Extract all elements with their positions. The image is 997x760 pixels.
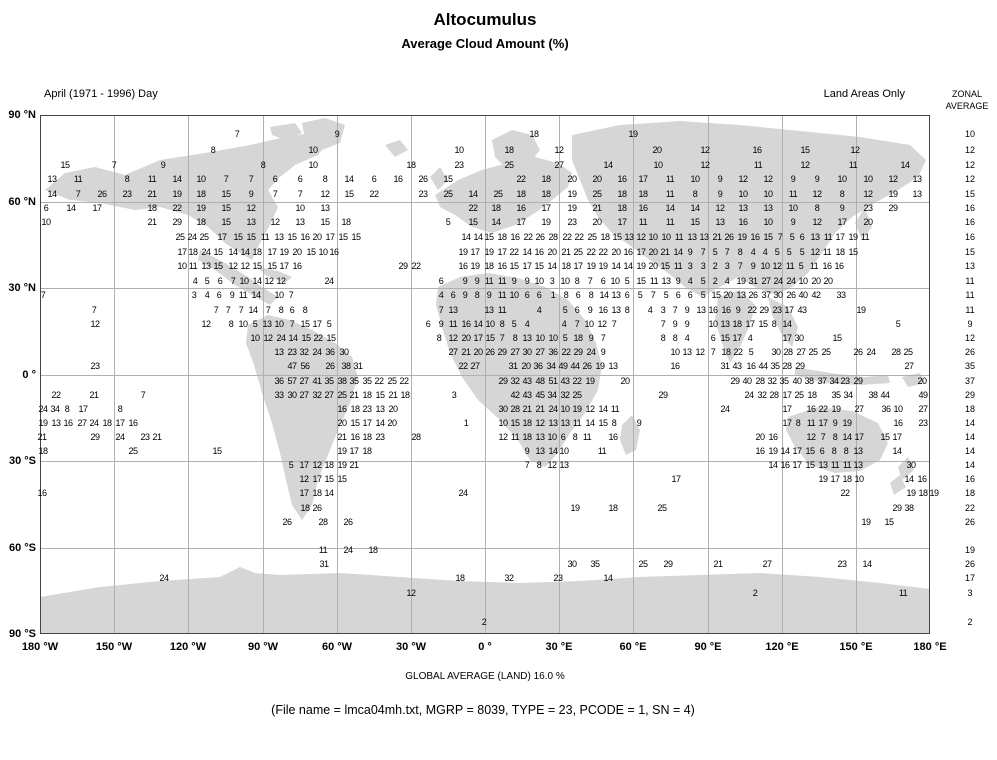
grid-value: 19 (929, 488, 939, 498)
zonal-average-value: 15 (964, 189, 976, 199)
land-mass (890, 475, 906, 495)
land-mass (902, 373, 925, 387)
zonal-average-value: 13 (964, 261, 976, 271)
zonal-average-value: 35 (964, 361, 976, 371)
lat-label: 30 °N (8, 282, 36, 294)
lon-label: 150 °W (95, 641, 133, 653)
zonal-average-value: 11 (965, 305, 975, 315)
zonal-average-value: 10 (964, 129, 976, 139)
land-mass (45, 133, 330, 260)
zonal-average-value: 16 (964, 217, 976, 227)
zonal-header-line1: ZONAL (951, 89, 982, 99)
zonal-average-value: 18 (964, 488, 976, 498)
period-label: April (1971 - 1996) Day (44, 88, 158, 100)
lon-label: 180 °W (21, 641, 59, 653)
zonal-average-value: 22 (964, 503, 976, 513)
zonal-average-value: 12 (964, 174, 976, 184)
land-mass (786, 407, 888, 473)
file-info-label: (File name = lmca04mh.txt, MGRP = 8039, … (271, 703, 695, 717)
zonal-average-value: 29 (964, 390, 976, 400)
area-label: Land Areas Only (823, 88, 905, 100)
zonal-average-value: 26 (964, 347, 976, 357)
zonal-average-value: 16 (964, 203, 976, 213)
zonal-average-value: 18 (964, 404, 976, 414)
land-mass (198, 250, 278, 305)
land-mass (246, 315, 358, 520)
zonal-average-value: 2 (967, 617, 973, 627)
zonal-average-value: 16 (964, 474, 976, 484)
zonal-average-value: 19 (964, 545, 976, 555)
lon-label: 30 °E (545, 641, 573, 653)
page-subtitle: Average Cloud Amount (%) (401, 36, 569, 51)
lat-label: 60 °S (8, 542, 36, 554)
zonal-average-value: 9 (967, 319, 973, 329)
lat-label: 0 ° (22, 369, 36, 381)
land-mass (302, 118, 345, 150)
world-map (40, 115, 930, 634)
land-mass (715, 290, 755, 363)
land-mass (430, 167, 448, 190)
lon-label: 120 °E (765, 641, 799, 653)
land-mass (898, 457, 914, 480)
land-mass (572, 121, 926, 297)
zonal-average-value: 12 (964, 145, 976, 155)
land-mass (855, 207, 872, 240)
global-average-label: GLOBAL AVERAGE (LAND) 16.0 % (405, 671, 565, 682)
lat-label: 90 °N (8, 109, 36, 121)
page-title: Altocumulus (433, 10, 537, 29)
zonal-average-value: 12 (964, 333, 976, 343)
zonal-average-value: 11 (965, 276, 975, 286)
zonal-header-line2: AVERAGE (945, 101, 989, 111)
zonal-average-value: 14 (964, 432, 976, 442)
zonal-average-value: 11 (965, 290, 975, 300)
zonal-average-value: 26 (964, 559, 976, 569)
zonal-average-value: 16 (964, 232, 976, 242)
zonal-average-header: ZONAL AVERAGE (938, 88, 996, 112)
zonal-average-value: 12 (964, 160, 976, 170)
land-mass (492, 130, 540, 170)
lat-label: 90 °S (8, 628, 36, 640)
lon-label: 90 °E (694, 641, 722, 653)
zonal-average-value: 14 (964, 460, 976, 470)
lon-label: 90 °W (247, 641, 279, 653)
zonal-average-value: 3 (967, 588, 973, 598)
lon-label: 150 °E (839, 641, 873, 653)
lon-label: 120 °W (169, 641, 207, 653)
lon-label: 30 °W (395, 641, 427, 653)
land-mass (620, 415, 640, 455)
lon-label: 60 °E (619, 641, 647, 653)
zonal-average-value: 37 (964, 376, 976, 386)
lon-label: 0 ° (478, 641, 492, 653)
land-mass (385, 140, 408, 157)
land-mass (436, 273, 602, 467)
land-mass (435, 157, 572, 233)
zonal-average-value: 14 (964, 446, 976, 456)
map-border (40, 115, 930, 634)
zonal-average-value: 15 (964, 247, 976, 257)
lat-label: 60 °N (8, 196, 36, 208)
lon-label: 60 °W (321, 641, 353, 653)
zonal-average-value: 17 (964, 573, 976, 583)
land-mass (270, 123, 302, 140)
land-mass (258, 267, 292, 283)
zonal-average-value: 14 (964, 418, 976, 428)
zonal-average-value: 26 (964, 517, 976, 527)
lat-label: 30 °S (8, 455, 36, 467)
lon-label: 180 °E (913, 641, 947, 653)
